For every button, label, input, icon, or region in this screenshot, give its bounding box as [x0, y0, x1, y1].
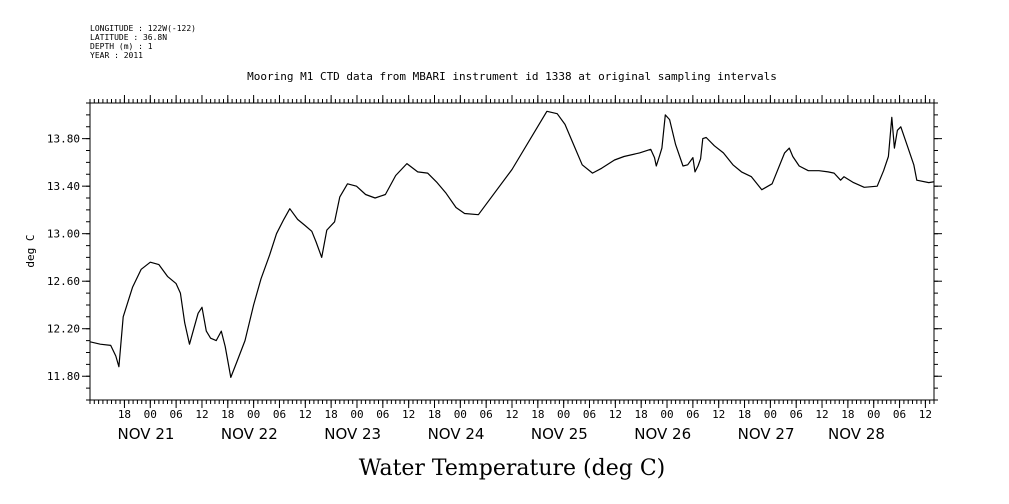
x-hour-tick-label: 18 — [738, 408, 751, 421]
x-hour-tick-label: 18 — [531, 408, 544, 421]
x-day-label: NOV 23 — [324, 425, 381, 443]
x-hour-tick-label: 18 — [221, 408, 234, 421]
minor-tick-marks — [86, 99, 938, 404]
y-tick-label: 13.00 — [47, 228, 80, 241]
x-day-label: NOV 21 — [118, 425, 175, 443]
minor-ticks-path — [86, 99, 938, 404]
x-hour-tick-label: 06 — [893, 408, 906, 421]
x-hour-tick-label: 12 — [712, 408, 725, 421]
x-hour-tick-label: 00 — [867, 408, 880, 421]
y-tick-label: 12.60 — [47, 275, 80, 288]
x-hour-tick-label: 00 — [660, 408, 673, 421]
x-hour-tick-label: 06 — [686, 408, 699, 421]
x-hour-tick-label: 06 — [376, 408, 389, 421]
x-hour-tick-label: 18 — [635, 408, 648, 421]
x-hour-tick-label: 12 — [195, 408, 208, 421]
x-hour-tick-label: 18 — [428, 408, 441, 421]
x-hour-tick-label: 12 — [609, 408, 622, 421]
x-hour-tick-label: 00 — [557, 408, 570, 421]
year-label: YEAR : 2011 — [90, 51, 143, 60]
x-hour-tick-label: 12 — [402, 408, 415, 421]
longitude-label: LONGITUDE : 122W(-122) — [90, 24, 196, 33]
y-axis-ticks: 11.80 12.20 12.60 13.00 13.40 13.80 — [47, 133, 942, 383]
x-hour-tick-label: 00 — [144, 408, 157, 421]
y-tick-label: 12.20 — [47, 323, 80, 336]
x-day-label: NOV 26 — [634, 425, 691, 443]
x-day-label: NOV 25 — [531, 425, 588, 443]
plot-frame — [89, 102, 935, 401]
x-hour-tick-label: 18 — [841, 408, 854, 421]
x-hour-tick-label: 06 — [790, 408, 803, 421]
x-axis-label: Water Temperature (deg C) — [359, 456, 666, 481]
x-hour-tick-label: 00 — [764, 408, 777, 421]
x-day-label: NOV 24 — [428, 425, 485, 443]
x-hour-tick-label: 06 — [583, 408, 596, 421]
x-hour-tick-label: 06 — [169, 408, 182, 421]
x-day-label: NOV 28 — [828, 425, 885, 443]
x-hour-tick-label: 06 — [273, 408, 286, 421]
x-hour-tick-label: 12 — [919, 408, 932, 421]
chart-title: Mooring M1 CTD data from MBARI instrumen… — [247, 70, 777, 83]
y-axis-label: deg C — [24, 234, 37, 267]
x-hour-tick-label: 06 — [480, 408, 493, 421]
x-hour-tick-label: 18 — [325, 408, 338, 421]
x-hour-tick-label: 12 — [299, 408, 312, 421]
depth-label: DEPTH (m) : 1 — [90, 42, 153, 51]
y-tick-label: 11.80 — [47, 370, 80, 383]
x-hour-tick-label: 12 — [505, 408, 518, 421]
series-line-temperature — [90, 110, 934, 378]
x-axis-ticks: 18 00 06 12 18 00 06 12 18 00 06 12 18 00 06 12 18 00 06 12… — [118, 95, 932, 443]
x-day-label: NOV 22 — [221, 425, 278, 443]
x-hour-tick-label: 00 — [350, 408, 363, 421]
x-hour-tick-label: 12 — [815, 408, 828, 421]
series-group — [90, 110, 934, 378]
x-hour-tick-label: 00 — [247, 408, 260, 421]
x-hour-tick-label: 18 — [118, 408, 131, 421]
latitude-label: LATITUDE : 36.8N — [90, 33, 167, 42]
x-day-label: NOV 27 — [738, 425, 795, 443]
y-tick-label: 13.80 — [47, 133, 80, 146]
y-tick-label: 13.40 — [47, 180, 80, 193]
x-hour-tick-label: 00 — [454, 408, 467, 421]
